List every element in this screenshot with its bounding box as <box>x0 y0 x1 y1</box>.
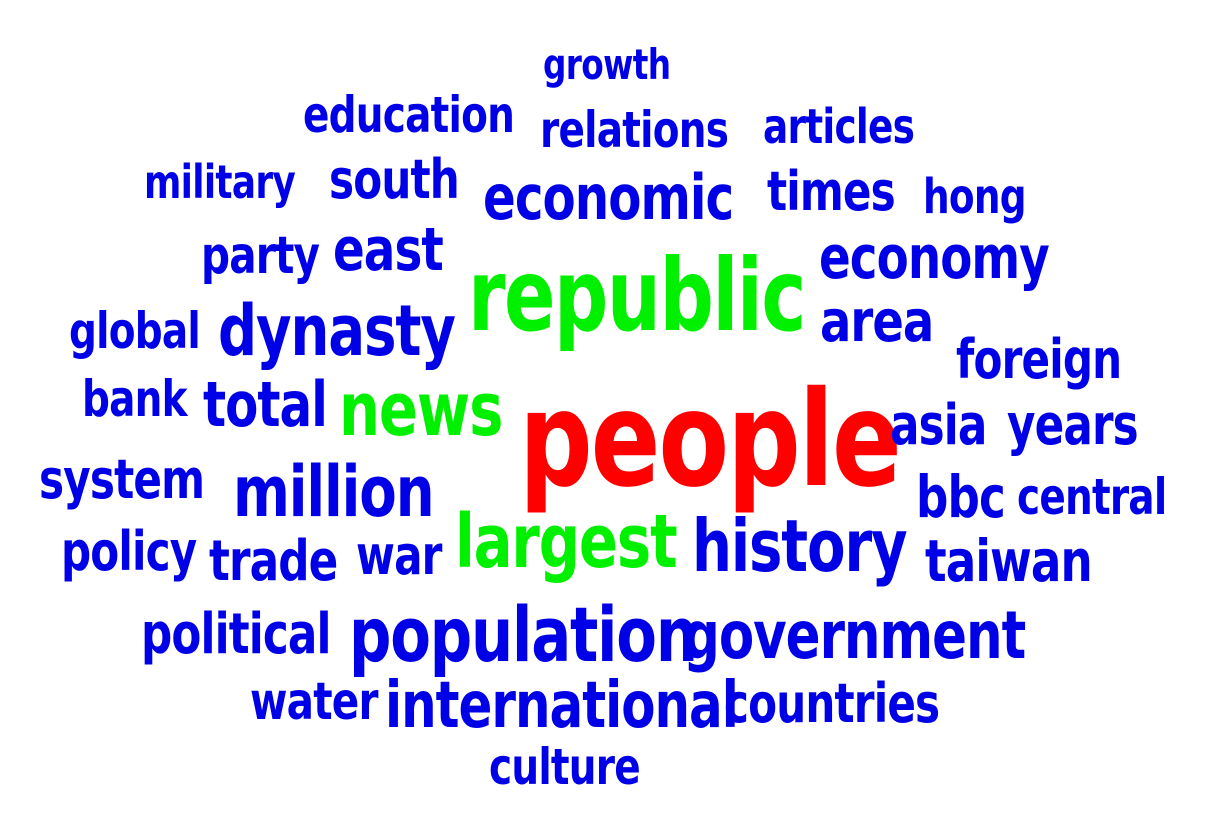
word-articles: articles <box>763 99 915 155</box>
word-economic: economic <box>483 161 734 234</box>
word-trade: trade <box>209 529 338 594</box>
word-total: total <box>203 368 328 441</box>
word-government: government <box>683 597 1026 674</box>
word-party: party <box>201 226 320 286</box>
word-south: south <box>329 148 460 211</box>
word-east: east <box>333 215 444 285</box>
word-global: global <box>69 302 201 360</box>
word-history: history <box>692 504 908 588</box>
word-countries: countries <box>724 672 940 735</box>
word-people: people <box>519 363 902 517</box>
word-military: military <box>144 155 296 209</box>
word-largest: largest <box>455 499 678 585</box>
word-international: international <box>385 669 739 743</box>
word-republic: republic <box>468 237 806 354</box>
word-million: million <box>233 451 435 533</box>
word-years: years <box>1007 393 1139 458</box>
word-population: population <box>349 590 698 679</box>
word-taiwan: taiwan <box>925 527 1093 595</box>
word-political: political <box>141 602 331 667</box>
word-foreign: foreign <box>956 328 1122 391</box>
word-bbc: bbc <box>916 463 1006 531</box>
word-hong: hong <box>923 169 1027 225</box>
word-policy: policy <box>61 520 197 583</box>
word-times: times <box>767 160 896 223</box>
word-economy: economy <box>819 223 1050 293</box>
word-culture: culture <box>489 738 641 796</box>
word-news: news <box>339 367 503 453</box>
word-central: central <box>1017 468 1167 526</box>
word-system: system <box>39 448 205 511</box>
word-growth: growth <box>543 40 671 89</box>
word-asia: asia <box>890 393 987 458</box>
word-relations: relations <box>540 101 729 159</box>
word-education: education <box>303 86 515 144</box>
word-bank: bank <box>82 370 188 428</box>
word-war: war <box>356 524 442 587</box>
word-water: water <box>250 672 378 732</box>
word-dynasty: dynasty <box>218 290 456 372</box>
word-area: area <box>820 287 934 355</box>
